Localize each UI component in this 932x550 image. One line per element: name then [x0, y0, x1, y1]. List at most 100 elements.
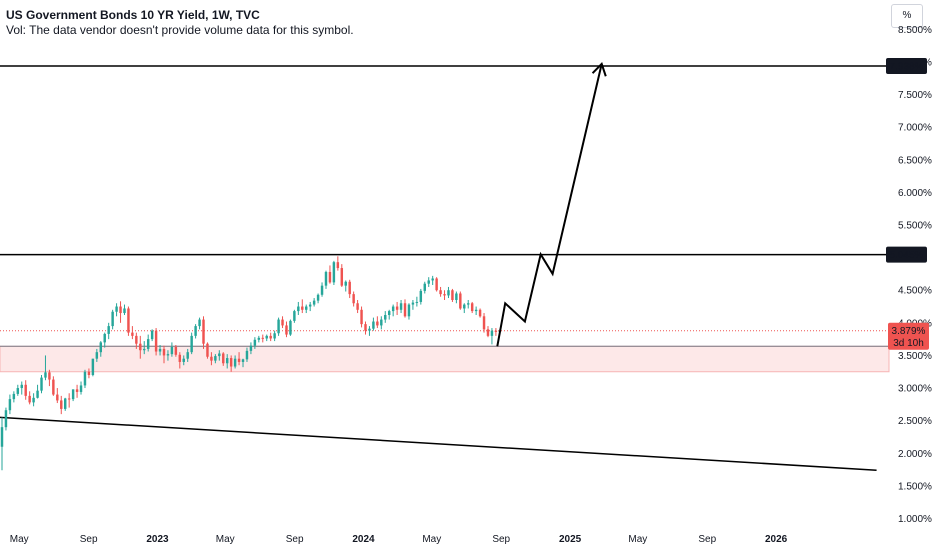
candle-body — [265, 335, 268, 339]
x-tick-label: 2025 — [559, 534, 582, 545]
candle-body — [387, 311, 391, 315]
candle-body — [67, 398, 71, 400]
candle-body — [63, 398, 67, 409]
candle-body — [316, 294, 320, 301]
candle-body — [257, 337, 261, 340]
x-tick-label: 2026 — [765, 534, 788, 545]
candle-body — [380, 319, 383, 326]
candle-body — [336, 262, 340, 269]
plot-area — [0, 0, 889, 525]
y-tick-label: 8.500% — [898, 25, 932, 36]
candle-body — [332, 262, 336, 283]
candle-body — [83, 371, 87, 386]
candle-body — [44, 372, 47, 378]
candle-body — [87, 371, 91, 375]
candle-body — [174, 346, 178, 355]
candle-body — [348, 281, 351, 295]
candle-body — [470, 303, 474, 312]
candle-body — [48, 372, 51, 380]
candle-body — [16, 388, 20, 394]
candle-body — [143, 348, 146, 351]
y-tick-label: 7.500% — [898, 90, 932, 101]
candle-body — [222, 353, 225, 364]
level-price-label-bg — [886, 58, 927, 74]
candle-body — [0, 427, 4, 447]
x-tick-label: Sep — [286, 534, 304, 545]
candle-body — [166, 354, 170, 356]
x-tick-label: May — [10, 534, 29, 545]
candle-body — [478, 309, 482, 317]
volume-note: Vol: The data vendor doesn't provide vol… — [6, 23, 354, 37]
candle-body — [111, 311, 114, 327]
candle-body — [482, 316, 486, 330]
y-tick-label: 6.000% — [898, 188, 932, 199]
candle-body — [4, 410, 8, 428]
candle-body — [352, 294, 355, 304]
candle-body — [233, 358, 237, 367]
candle-body — [281, 319, 284, 326]
x-tick-label: May — [216, 534, 235, 545]
candle-body — [273, 333, 276, 339]
candle-body — [162, 348, 166, 356]
y-tick-label: 7.000% — [898, 123, 932, 134]
candle-body — [75, 389, 79, 392]
price-scale-unit-button[interactable]: % — [891, 4, 923, 28]
candle-body — [360, 309, 363, 325]
countdown-label: 3d 10h — [893, 338, 924, 349]
candle-body — [218, 353, 221, 357]
x-tick-label: May — [628, 534, 647, 545]
candle-body — [490, 330, 494, 336]
candle-body — [320, 285, 324, 295]
x-tick-label: 2023 — [146, 534, 169, 545]
trendline[interactable] — [0, 416, 877, 471]
candle-body — [411, 302, 415, 305]
candle-body — [123, 308, 126, 314]
candle-body — [451, 290, 454, 300]
candle-body — [131, 332, 134, 336]
candle-body — [8, 399, 12, 411]
candle-body — [225, 358, 229, 364]
candle-body — [135, 335, 138, 344]
candle-body — [127, 308, 130, 333]
candle-body — [60, 400, 63, 409]
current-price-label-bg — [888, 322, 929, 350]
candle-body — [214, 356, 217, 361]
candle-body — [79, 385, 83, 392]
candle-body — [384, 315, 387, 320]
candle-body — [40, 377, 43, 391]
candle-body — [301, 306, 304, 310]
candle-body — [95, 352, 99, 359]
candle-body — [249, 345, 253, 351]
current-price-label: 3.879% — [892, 326, 926, 337]
candle-body — [269, 335, 272, 339]
candle-body — [415, 301, 419, 303]
candle-body — [24, 384, 27, 396]
candle-body — [289, 320, 292, 335]
candle-body — [395, 306, 399, 310]
candle-body — [115, 306, 118, 312]
candle-body — [178, 354, 182, 362]
candle-body — [439, 290, 442, 295]
candle-body — [119, 306, 122, 314]
candle-body — [261, 337, 264, 339]
level-price-label-bg — [886, 246, 927, 263]
projection-path[interactable] — [496, 63, 603, 347]
candle-body — [32, 397, 35, 403]
candle-body — [459, 293, 462, 309]
candle-body — [494, 330, 498, 332]
candle-body — [324, 271, 328, 286]
candle-body — [206, 343, 209, 357]
candle-body — [391, 306, 395, 312]
candle-body — [237, 358, 241, 362]
candle-body — [372, 321, 375, 329]
candle-body — [356, 303, 359, 310]
candle-body — [364, 324, 367, 331]
y-tick-label: 6.500% — [898, 155, 932, 166]
x-tick-label: May — [422, 534, 441, 545]
candle-body — [52, 379, 55, 395]
support-zone[interactable] — [0, 345, 890, 373]
candle-body — [419, 290, 423, 302]
y-tick-label: 4.500% — [898, 286, 932, 297]
candle-body — [202, 319, 205, 344]
